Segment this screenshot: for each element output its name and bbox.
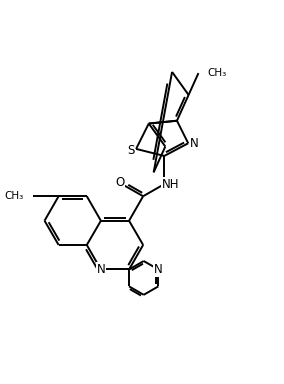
Text: S: S	[127, 144, 134, 157]
Text: N: N	[154, 263, 163, 276]
Text: CH₃: CH₃	[4, 191, 23, 201]
Text: N: N	[190, 137, 199, 150]
Text: NH: NH	[162, 178, 179, 190]
Text: O: O	[115, 177, 124, 189]
Text: CH₃: CH₃	[207, 68, 226, 78]
Text: N: N	[97, 263, 105, 276]
